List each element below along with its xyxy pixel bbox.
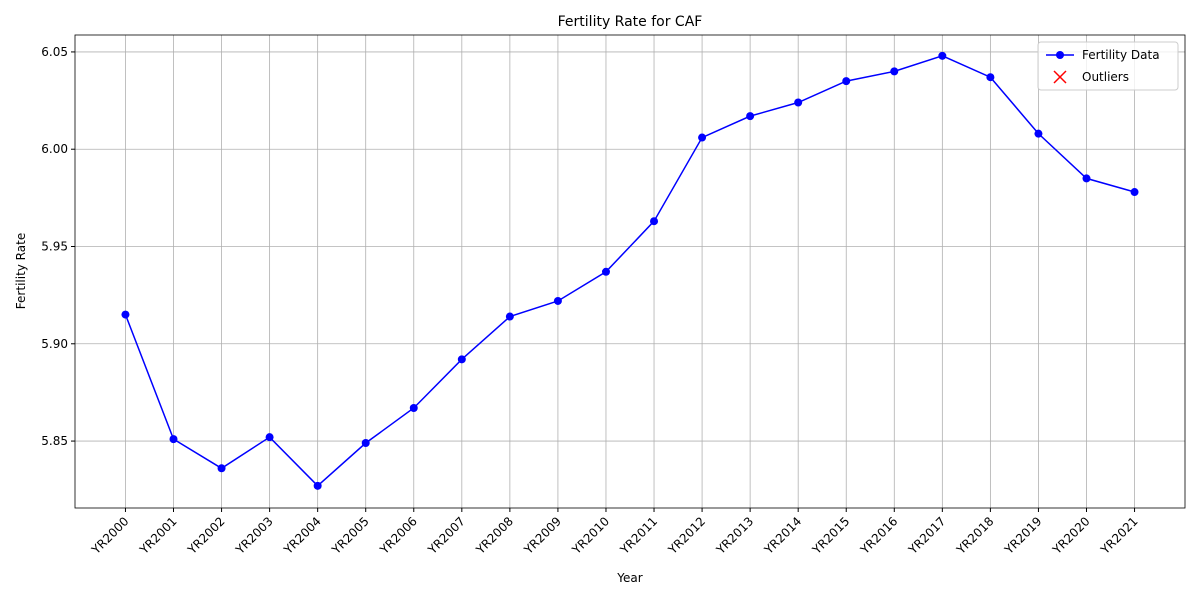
marker [1082,174,1091,183]
marker [698,133,707,142]
marker [313,481,322,490]
y-tick-label: 6.00 [41,142,68,156]
marker [169,435,178,444]
plot-frame [74,34,1186,509]
marker [265,433,274,442]
legend-box [1037,41,1179,91]
marker [457,355,466,364]
marker [121,310,130,319]
marker [505,312,514,321]
marker [217,464,226,473]
legend-label: Outliers [1082,70,1129,84]
marker [938,51,947,60]
legend-marker [1053,70,1067,84]
marker [601,267,610,276]
marker [890,67,899,76]
marker [361,439,370,448]
marker [794,98,803,107]
y-axis-label: Fertility Rate [14,233,28,309]
y-tick-label: 5.90 [41,337,68,351]
marker [409,403,418,412]
marker [842,77,851,86]
legend-marker [1056,51,1064,59]
marker [553,296,562,305]
legend-label: Fertility Data [1082,48,1160,62]
marker [746,112,755,121]
y-tick-label: 5.85 [41,434,68,448]
chart-title: Fertility Rate for CAF [558,14,703,30]
marker [650,217,659,226]
marker [986,73,995,82]
x-axis-label: Year [616,571,642,585]
marker [1130,188,1139,197]
y-tick-label: 6.05 [41,45,68,59]
data-line [124,55,1135,487]
y-tick-label: 5.95 [41,239,68,253]
marker [1034,129,1043,138]
